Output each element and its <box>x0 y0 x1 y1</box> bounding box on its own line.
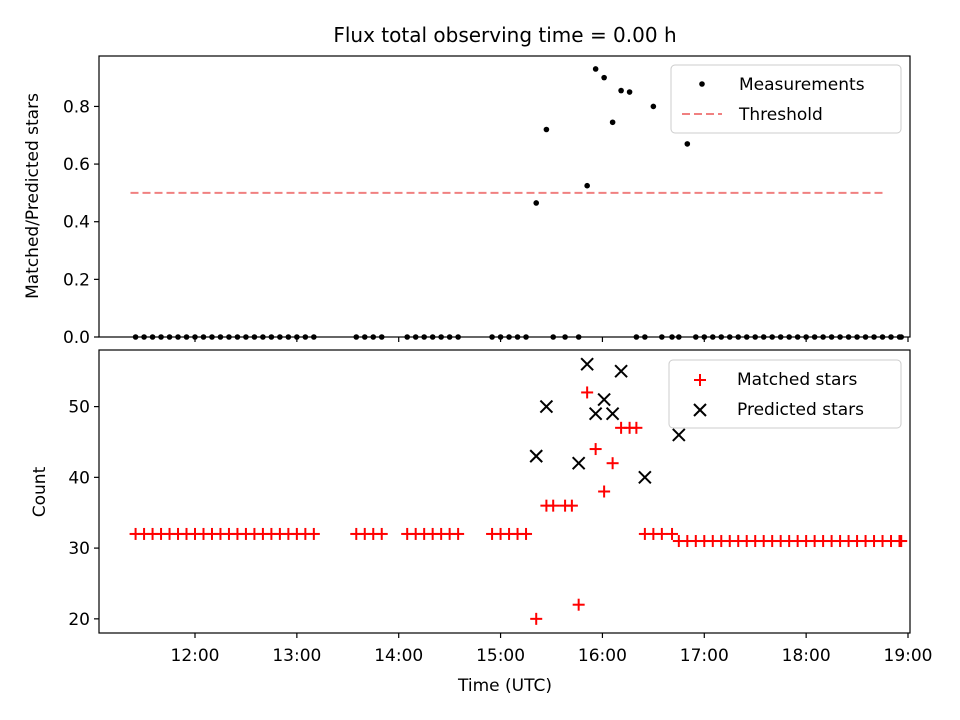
matched-star-point <box>895 535 908 548</box>
measurement-point <box>601 74 607 81</box>
bottom-ytick-label: 20 <box>68 610 90 630</box>
measurement-point <box>618 87 624 94</box>
top-legend: Measurements Threshold <box>670 64 902 134</box>
predicted-star-point <box>672 428 686 442</box>
bottom-ylabel: Count <box>30 466 50 517</box>
predicted-star-point <box>571 456 586 470</box>
legend-marker-measurements <box>699 81 705 87</box>
matched-star-point <box>452 527 465 540</box>
bottom-xtick-label: 18:00 <box>782 646 831 666</box>
bottom-legend-box <box>668 359 902 429</box>
top-plot-frame <box>98 55 911 338</box>
matched-star-point <box>606 457 619 470</box>
measurement-point <box>684 141 691 147</box>
top-ytick-label: 0.4 <box>63 213 90 233</box>
matched-star-point <box>655 527 668 540</box>
matched-star-point <box>572 598 585 611</box>
top-ytick-label: 0.6 <box>63 155 90 175</box>
legend-marker-matched-stars <box>694 374 706 386</box>
predicted-star-point <box>605 406 620 421</box>
measurement-point <box>533 200 540 206</box>
matched-star-point <box>589 443 602 456</box>
measurement-point <box>592 66 599 72</box>
legend-label-measurements: Measurements <box>739 75 865 95</box>
bottom-ytick-label: 50 <box>68 398 90 418</box>
measurement-point <box>650 103 657 110</box>
legend-marker-predicted-stars <box>693 403 707 417</box>
matched-star-point <box>565 499 578 512</box>
predicted-star-point <box>614 364 628 378</box>
matched-star-point <box>530 612 543 625</box>
matched-star-point <box>598 485 611 498</box>
bottom-legend: Matched stars Predicted stars <box>668 359 902 429</box>
bottom-xtick-label: 17:00 <box>680 646 729 666</box>
top-panel: 0.00.20.40.60.8 Matched/Predicted stars … <box>23 55 911 348</box>
measurement-point <box>609 119 616 126</box>
top-ylabel: Matched/Predicted stars <box>23 93 43 299</box>
bottom-xtick-label: 13:00 <box>272 646 321 666</box>
bottom-xlabel: Time (UTC) <box>457 676 552 696</box>
bottom-xtick-label: 15:00 <box>476 646 525 666</box>
legend-label-threshold: Threshold <box>738 105 823 125</box>
figure-title: Flux total observing time = 0.00 h <box>333 23 676 47</box>
predicted-star-point <box>529 449 543 463</box>
bottom-xtick-label: 16:00 <box>578 646 627 666</box>
predicted-star-point <box>580 357 594 371</box>
legend-label-matched-stars: Matched stars <box>737 370 857 390</box>
measurement-point <box>584 182 590 189</box>
matched-star-point <box>520 527 533 540</box>
measurement-point <box>543 126 550 133</box>
predicted-star-point <box>539 399 554 414</box>
bottom-panel: 20 30 40 50 12:00 13:00 14:00 15:00 16:00 17:00 1… <box>30 349 933 696</box>
predicted-star-point <box>597 392 611 407</box>
predicted-star-point <box>638 470 652 485</box>
matched-star-point <box>375 527 388 540</box>
top-ytick-label: 0.8 <box>63 97 90 117</box>
bottom-xtick-label: 14:00 <box>374 646 423 666</box>
predicted-star-point <box>588 406 603 421</box>
measurement-point <box>626 89 633 95</box>
matched-star-point <box>307 527 320 540</box>
matched-star-point <box>547 499 560 512</box>
bottom-ytick-label: 30 <box>68 539 90 559</box>
matched-star-point <box>666 527 679 540</box>
bottom-ytick-label: 40 <box>68 468 90 488</box>
top-legend-box <box>670 64 902 134</box>
matched-star-point <box>581 386 594 399</box>
matched-star-point <box>630 421 643 434</box>
bottom-plot-frame <box>98 349 911 634</box>
top-ytick-label: 0.0 <box>63 328 90 348</box>
bottom-xtick-label: 12:00 <box>171 646 220 666</box>
top-ytick-label: 0.2 <box>63 270 90 290</box>
bottom-xtick-label: 19:00 <box>884 646 933 666</box>
legend-label-predicted-stars: Predicted stars <box>737 400 864 420</box>
